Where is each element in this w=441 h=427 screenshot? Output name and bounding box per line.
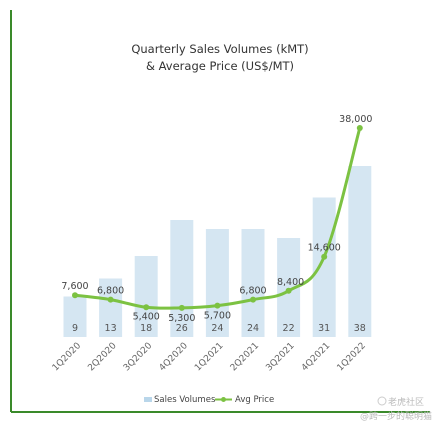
price-labels-group: 7,600 6,800 5,400 5,300 5,700 6,800 8,400 14,60…: [61, 114, 372, 324]
bar-value-label-1q2020: 9: [72, 323, 78, 334]
x-tick-label-1q2021: 1Q2021: [193, 341, 225, 373]
bar-value-label-1q2021: 24: [211, 323, 223, 334]
bar-value-label-4q2020: 26: [176, 323, 188, 334]
legend-swatch-sales-volumes: [144, 397, 152, 402]
avg-price-label-1q2022: 38,000: [339, 114, 372, 125]
bar-4q2021: [312, 197, 336, 337]
price-line-group: [72, 125, 363, 311]
bar-3q2021: [277, 238, 301, 337]
watermark-line1: 老虎社区: [388, 396, 424, 408]
bar-value-label-1q2022: 38: [354, 323, 366, 334]
chart-title-line2: & Average Price (US$/MT): [146, 59, 294, 73]
x-tick-label-4q2021: 4Q2021: [300, 341, 332, 373]
bar-value-label-2q2020: 13: [105, 323, 117, 334]
watermark: 老虎社区 @跨一步的聪明猫: [360, 396, 432, 422]
bar-1q2021: [205, 229, 229, 337]
legend: Sales Volumes Avg Price: [144, 395, 274, 405]
watermark-logo-icon: [377, 396, 387, 406]
avg-price-label-2q2021: 6,800: [239, 286, 266, 297]
x-tick-label-3q2020: 3Q2020: [122, 341, 155, 374]
bar-labels-group: 9 13 18 26 24 24 22 31 38: [72, 323, 366, 334]
watermark-line2: @跨一步的聪明猫: [360, 410, 432, 422]
bar-2q2020: [99, 278, 123, 337]
avg-price-point-4q2021: [321, 253, 328, 260]
avg-price-point-4q2020: [178, 304, 185, 311]
legend-swatch-avg-price-marker: [221, 397, 226, 402]
avg-price-label-3q2021: 8,400: [277, 277, 304, 288]
avg-price-point-3q2021: [285, 287, 292, 294]
avg-price-label-4q2021: 14,600: [308, 243, 341, 254]
x-tick-label-3q2021: 3Q2021: [264, 341, 296, 373]
bar-1q2022: [348, 166, 372, 337]
x-tick-label-2q2020: 2Q2020: [86, 341, 119, 374]
x-tick-label-2q2021: 2Q2021: [229, 341, 261, 373]
bar-3q2020: [134, 256, 158, 337]
legend-label-sales-volumes: Sales Volumes: [154, 395, 216, 405]
avg-price-point-1q2022: [356, 125, 363, 131]
avg-price-label-1q2020: 7,600: [61, 281, 88, 292]
bar-value-label-4q2021: 31: [318, 323, 330, 334]
bar-value-label-3q2021: 22: [283, 323, 295, 334]
chart-title-line1: Quarterly Sales Volumes (kMT): [131, 42, 308, 56]
bar-value-label-2q2021: 24: [247, 323, 259, 334]
avg-price-label-4q2020: 5,300: [168, 313, 195, 324]
bars-group: [63, 166, 372, 337]
legend-label-avg-price: Avg Price: [235, 395, 274, 405]
bar-value-label-3q2020: 18: [140, 323, 152, 334]
avg-price-point-1q2020: [72, 292, 78, 299]
x-tick-label-1q2022: 1Q2022: [336, 341, 368, 373]
bar-1q2020: [63, 296, 87, 337]
x-tick-label-4q2020: 4Q2020: [158, 341, 191, 374]
avg-price-label-1q2021: 5,700: [204, 311, 231, 322]
avg-price-point-1q2021: [214, 302, 221, 309]
x-tick-labels-group: 1Q2020 2Q2020 3Q2020 4Q2020 1Q2021 2Q2021 3Q20…: [51, 341, 368, 374]
bar-2q2021: [241, 229, 265, 337]
avg-price-point-3q2020: [143, 304, 150, 311]
x-tick-label-1q2020: 1Q2020: [51, 341, 84, 374]
avg-price-label-2q2020: 6,800: [97, 286, 124, 297]
avg-price-point-2q2021: [250, 296, 256, 303]
avg-price-point-2q2020: [107, 296, 114, 303]
avg-price-label-3q2020: 5,400: [133, 311, 160, 322]
